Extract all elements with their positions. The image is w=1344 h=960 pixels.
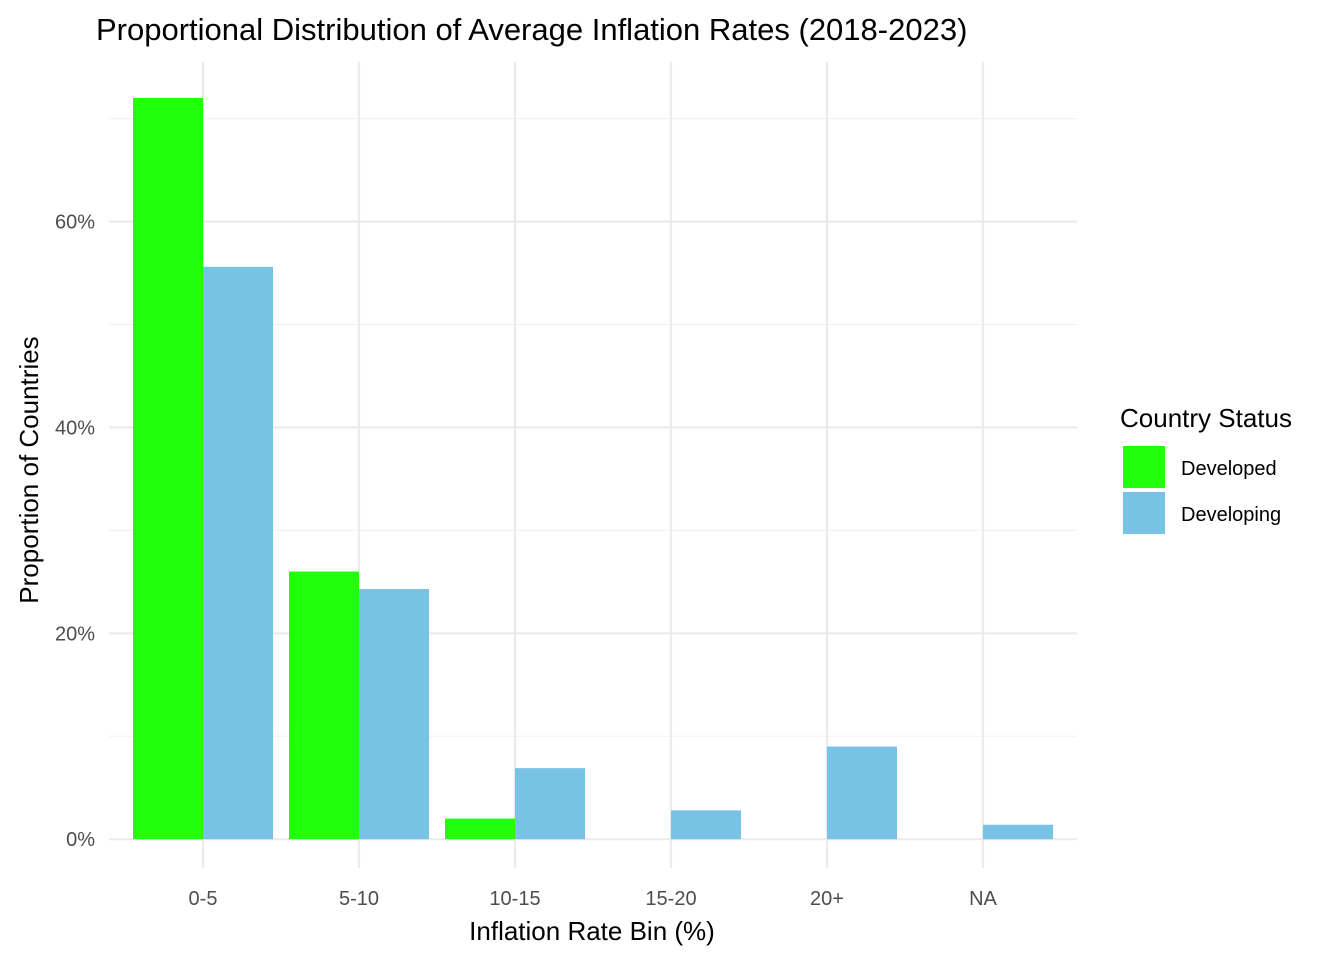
y-tick-label: 0% — [66, 829, 95, 851]
x-tick-label: NA — [969, 888, 997, 910]
x-tick-label: 20+ — [810, 888, 844, 910]
x-tick-label: 15-20 — [645, 888, 696, 910]
bar-developing-na — [983, 824, 1053, 840]
bar-developing-05 — [203, 266, 273, 840]
y-tick-label: 60% — [55, 212, 95, 234]
bar-developing-1520 — [671, 810, 741, 840]
y-axis-ticks: 0% 20% 40% 60% — [55, 212, 95, 852]
legend-items: Developed Developing — [1123, 446, 1281, 534]
y-axis-title: Proportion of Countries — [14, 336, 44, 603]
x-tick-label: 0-5 — [189, 888, 218, 910]
chart-title: Proportional Distribution of Average Inf… — [96, 12, 967, 47]
bar-developed-1015 — [445, 818, 515, 840]
x-tick-label: 5-10 — [339, 888, 379, 910]
bar-developing-1015 — [515, 768, 585, 840]
bar-developing-20 — [827, 746, 897, 840]
x-axis-title: Inflation Rate Bin (%) — [469, 916, 715, 946]
bars — [133, 98, 1053, 840]
legend-key-developing — [1123, 492, 1165, 534]
legend: Country Status Developed Developing — [1120, 403, 1292, 534]
bar-developing-510 — [359, 589, 429, 840]
y-tick-label: 40% — [55, 417, 95, 439]
x-tick-label: 10-15 — [489, 888, 540, 910]
legend-title: Country Status — [1120, 403, 1292, 433]
bar-developed-05 — [133, 98, 203, 840]
y-tick-label: 20% — [55, 623, 95, 645]
legend-label-developed: Developed — [1181, 458, 1277, 480]
x-axis-ticks: 0-5 5-10 10-15 15-20 20+ NA — [189, 888, 998, 910]
legend-label-developing: Developing — [1181, 504, 1281, 526]
legend-key-developed — [1123, 446, 1165, 488]
bar-developed-510 — [289, 571, 359, 840]
